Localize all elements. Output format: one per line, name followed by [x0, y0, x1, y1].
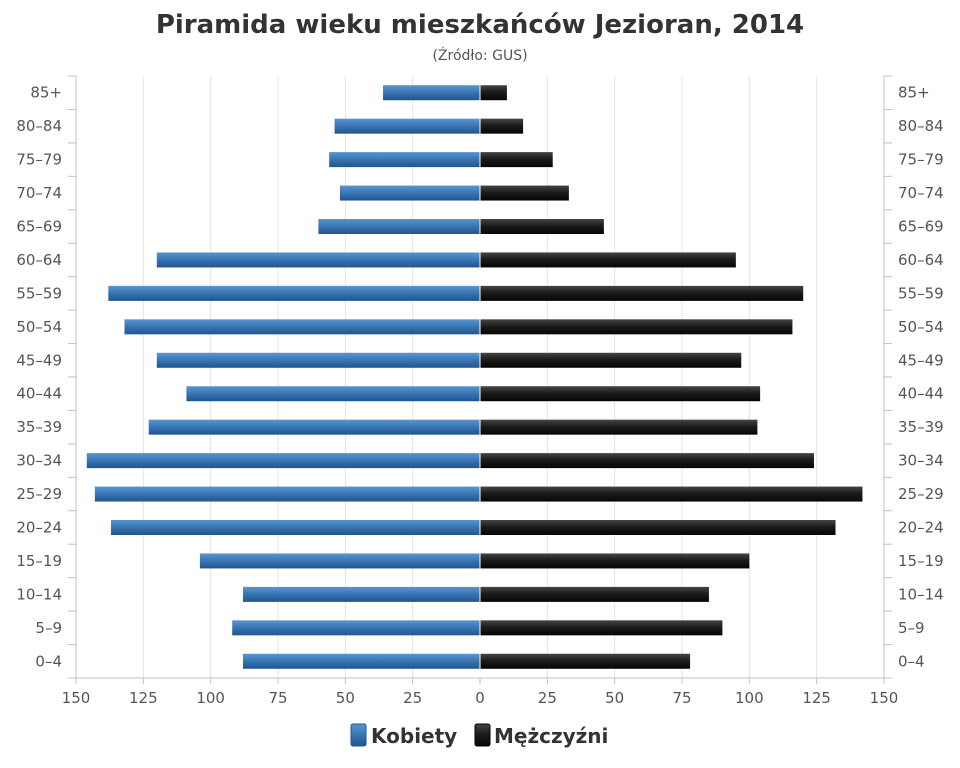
y-tick-label-left: 30–34 [16, 452, 62, 470]
y-tick-label-left: 40–44 [16, 385, 62, 403]
x-tick-label: 150 [870, 689, 899, 707]
x-tick-label: 100 [196, 689, 225, 707]
y-tick-label-left: 70–74 [16, 184, 62, 202]
x-tick-label: 50 [605, 689, 624, 707]
bar-kobiety[interactable] [111, 520, 480, 535]
bar-kobiety[interactable] [186, 386, 480, 402]
bar-mezczyzni[interactable] [480, 319, 793, 335]
legend: Kobiety Mężczyźni [350, 723, 608, 748]
x-tick-label: 150 [62, 689, 91, 707]
bar-kobiety[interactable] [148, 419, 480, 435]
y-tick-label-right: 65–69 [898, 218, 944, 236]
y-tick-label-left: 0–4 [35, 652, 62, 670]
bar-kobiety[interactable] [318, 219, 480, 234]
y-tick-label-right: 75–79 [898, 151, 944, 169]
x-tick-label: 100 [735, 689, 764, 707]
y-tick-label-right: 55–59 [898, 284, 944, 302]
y-tick-label-right: 20–24 [898, 519, 944, 537]
y-tick-label-right: 40–44 [898, 385, 944, 403]
bar-mezczyzni[interactable] [480, 118, 524, 134]
x-tick-label: 50 [336, 689, 355, 707]
y-tick-label-left: 55–59 [16, 284, 62, 302]
bar-kobiety[interactable] [156, 352, 481, 368]
bar-mezczyzni[interactable] [480, 252, 736, 268]
bar-kobiety[interactable] [242, 586, 480, 602]
legend-label-kobiety: Kobiety [371, 724, 457, 748]
y-tick-label-right: 15–19 [898, 552, 944, 570]
tick-labels: 150 125 100 75 50 25 0 25 50 75 100 125 150 0–4 0–4 5–9… [16, 84, 943, 707]
x-tick-label: 75 [672, 689, 691, 707]
bar-mezczyzni[interactable] [480, 419, 758, 435]
x-tick-label: 25 [538, 689, 557, 707]
bar-mezczyzni[interactable] [480, 386, 761, 402]
bar-kobiety[interactable] [334, 118, 480, 134]
y-tick-label-right: 10–14 [898, 585, 944, 603]
y-tick-label-left: 20–24 [16, 519, 62, 537]
bar-mezczyzni[interactable] [480, 586, 709, 602]
bar-kobiety[interactable] [339, 185, 480, 201]
bar-kobiety[interactable] [156, 252, 481, 268]
bar-mezczyzni[interactable] [480, 85, 507, 101]
y-tick-label-right: 25–29 [898, 485, 944, 503]
bar-mezczyzni[interactable] [480, 185, 569, 201]
y-tick-label-left: 75–79 [16, 151, 62, 169]
y-tick-label-right: 85+ [898, 84, 930, 102]
y-tick-label-left: 15–19 [16, 552, 62, 570]
bar-mezczyzni[interactable] [480, 285, 804, 301]
bar-mezczyzni[interactable] [480, 653, 691, 669]
legend-swatch-mezczyzni [474, 723, 491, 747]
bar-kobiety[interactable] [86, 453, 481, 469]
legend-item-kobiety[interactable]: Kobiety [350, 723, 457, 748]
bar-kobiety[interactable] [108, 285, 480, 301]
bar-kobiety[interactable] [199, 553, 481, 569]
y-tick-label-left: 5–9 [35, 619, 62, 637]
y-tick-label-right: 5–9 [898, 619, 925, 637]
bar-mezczyzni[interactable] [480, 152, 553, 168]
y-tick-label-right: 60–64 [898, 251, 944, 269]
y-tick-label-right: 50–54 [898, 318, 944, 336]
bar-kobiety[interactable] [329, 152, 480, 168]
bar-kobiety[interactable] [242, 653, 480, 669]
legend-swatch-kobiety [350, 723, 367, 747]
y-tick-label-right: 45–49 [898, 351, 944, 369]
chart-title: Piramida wieku mieszkańców Jezioran, 201… [156, 10, 804, 40]
y-tick-label-left: 80–84 [16, 117, 62, 135]
bar-mezczyzni[interactable] [480, 620, 723, 636]
bar-mezczyzni[interactable] [480, 219, 604, 234]
y-tick-label-left: 25–29 [16, 485, 62, 503]
x-tick-label: 0 [475, 689, 485, 707]
x-tick-label: 75 [268, 689, 287, 707]
y-tick-label-left: 60–64 [16, 251, 62, 269]
legend-item-mezczyzni[interactable]: Mężczyźni [474, 723, 608, 748]
y-tick-label-left: 65–69 [16, 218, 62, 236]
y-tick-label-right: 70–74 [898, 184, 944, 202]
y-tick-label-left: 45–49 [16, 351, 62, 369]
y-tick-label-left: 85+ [30, 84, 62, 102]
y-tick-label-right: 35–39 [898, 418, 944, 436]
x-tick-label: 125 [802, 689, 831, 707]
bar-kobiety[interactable] [232, 620, 480, 636]
y-tick-label-right: 30–34 [898, 452, 944, 470]
bar-mezczyzni[interactable] [480, 352, 742, 368]
bar-kobiety[interactable] [124, 319, 480, 335]
bar-kobiety[interactable] [383, 85, 480, 101]
legend-label-mezczyzni: Mężczyźni [494, 724, 608, 748]
y-tick-label-left: 50–54 [16, 318, 62, 336]
bar-mezczyzni[interactable] [480, 486, 863, 502]
bars [86, 76, 863, 678]
bar-mezczyzni[interactable] [480, 453, 814, 469]
bar-mezczyzni[interactable] [480, 553, 750, 569]
y-tick-label-right: 0–4 [898, 652, 925, 670]
bar-kobiety[interactable] [94, 486, 480, 502]
x-tick-label: 125 [129, 689, 158, 707]
bar-mezczyzni[interactable] [480, 520, 836, 535]
y-tick-label-right: 80–84 [898, 117, 944, 135]
y-tick-label-left: 35–39 [16, 418, 62, 436]
chart-subtitle: (Źródło: GUS) [432, 46, 527, 64]
y-tick-label-left: 10–14 [16, 585, 62, 603]
x-tick-label: 25 [403, 689, 422, 707]
